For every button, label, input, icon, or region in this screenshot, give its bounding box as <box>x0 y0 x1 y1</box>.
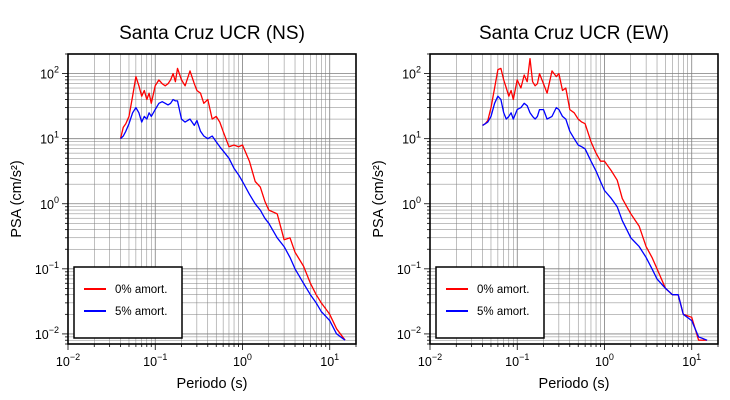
y-tick-label-base: 10 <box>35 263 49 277</box>
legend: 0% amort. 5% amort. <box>435 266 545 339</box>
series-line-five-percent-damping <box>482 95 708 341</box>
legend: 0% amort. 5% amort. <box>73 266 183 339</box>
x-tick-label-base: 10 <box>418 355 432 369</box>
x-tick-label-exponent: −2 <box>70 352 80 362</box>
x-tick-label-base: 10 <box>682 355 696 369</box>
y-tick-label-exponent: 2 <box>416 65 421 75</box>
y-tick-label: 100 <box>40 195 59 212</box>
plot-frame <box>67 53 357 345</box>
y-tick-label-exponent: 1 <box>416 130 421 140</box>
chart-title: Santa Cruz UCR (NS) <box>119 23 305 44</box>
x-tick-label-exponent: −2 <box>432 352 442 362</box>
x-axis-label: Periodo (s) <box>177 376 248 392</box>
series-line-five-percent-damping <box>120 98 346 341</box>
y-tick-label-exponent: 2 <box>54 65 59 75</box>
y-tick-label: 102 <box>40 65 59 82</box>
x-tick-label-base: 10 <box>320 355 334 369</box>
y-tick-label-base: 10 <box>35 328 49 342</box>
x-tick-label-exponent: 0 <box>247 352 252 362</box>
legend-box <box>435 266 545 339</box>
y-tick-label-exponent: −1 <box>411 260 421 270</box>
x-tick-label-exponent: 0 <box>609 352 614 362</box>
x-tick-label: 100 <box>595 352 614 369</box>
legend-label: 0% amort. <box>115 284 167 296</box>
y-tick-label: 10−1 <box>35 260 59 277</box>
series-line-zero-damping <box>482 57 708 341</box>
y-axis-label: PSA (cm/s²) <box>371 160 387 237</box>
x-tick-label-exponent: 1 <box>696 352 701 362</box>
y-tick-label-exponent: −2 <box>49 325 59 335</box>
y-tick-label-base: 10 <box>402 68 416 82</box>
x-tick-label-base: 10 <box>233 355 247 369</box>
x-axis-label: Periodo (s) <box>539 376 610 392</box>
x-tick-label: 10−2 <box>418 352 442 369</box>
x-tick-label-exponent: −1 <box>519 352 529 362</box>
x-tick-label-exponent: 1 <box>334 352 339 362</box>
x-tick-label-base: 10 <box>505 355 519 369</box>
legend-label: 5% amort. <box>477 306 529 318</box>
y-tick-label-base: 10 <box>402 198 416 212</box>
axis-ticks <box>62 53 357 350</box>
y-tick-label: 10−1 <box>397 260 421 277</box>
x-tick-label-exponent: −1 <box>157 352 167 362</box>
y-tick-label-exponent: 0 <box>416 195 421 205</box>
x-tick-label: 100 <box>233 352 252 369</box>
y-tick-label-base: 10 <box>397 263 411 277</box>
y-tick-label: 101 <box>402 130 421 147</box>
chart-title: Santa Cruz UCR (EW) <box>479 23 669 44</box>
y-tick-label: 101 <box>40 130 59 147</box>
x-tick-label-base: 10 <box>595 355 609 369</box>
y-tick-label: 100 <box>402 195 421 212</box>
y-tick-label: 10−2 <box>397 325 421 342</box>
x-tick-label: 10−1 <box>505 352 529 369</box>
plot-frame <box>429 53 719 345</box>
x-tick-label: 10−1 <box>143 352 167 369</box>
y-axis-label: PSA (cm/s²) <box>9 160 25 237</box>
y-tick-label-base: 10 <box>40 198 54 212</box>
y-tick-label-base: 10 <box>40 133 54 147</box>
y-tick-label-exponent: −1 <box>49 260 59 270</box>
x-tick-label: 101 <box>320 352 339 369</box>
axis-ticks <box>424 53 719 350</box>
y-tick-label-exponent: 0 <box>54 195 59 205</box>
legend-box <box>73 266 183 339</box>
x-tick-label-base: 10 <box>56 355 70 369</box>
y-tick-label-exponent: 1 <box>54 130 59 140</box>
y-tick-label: 102 <box>402 65 421 82</box>
y-tick-label-exponent: −2 <box>411 325 421 335</box>
y-tick-label-base: 10 <box>402 133 416 147</box>
x-tick-label: 10−2 <box>56 352 80 369</box>
y-tick-label-base: 10 <box>397 328 411 342</box>
y-tick-label: 10−2 <box>35 325 59 342</box>
legend-label: 0% amort. <box>477 284 529 296</box>
series-line-zero-damping <box>119 67 346 341</box>
y-tick-label-base: 10 <box>40 68 54 82</box>
x-tick-label-base: 10 <box>143 355 157 369</box>
x-tick-label: 101 <box>682 352 701 369</box>
legend-label: 5% amort. <box>115 306 167 318</box>
